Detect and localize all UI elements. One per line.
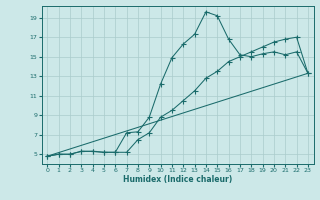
X-axis label: Humidex (Indice chaleur): Humidex (Indice chaleur) <box>123 175 232 184</box>
